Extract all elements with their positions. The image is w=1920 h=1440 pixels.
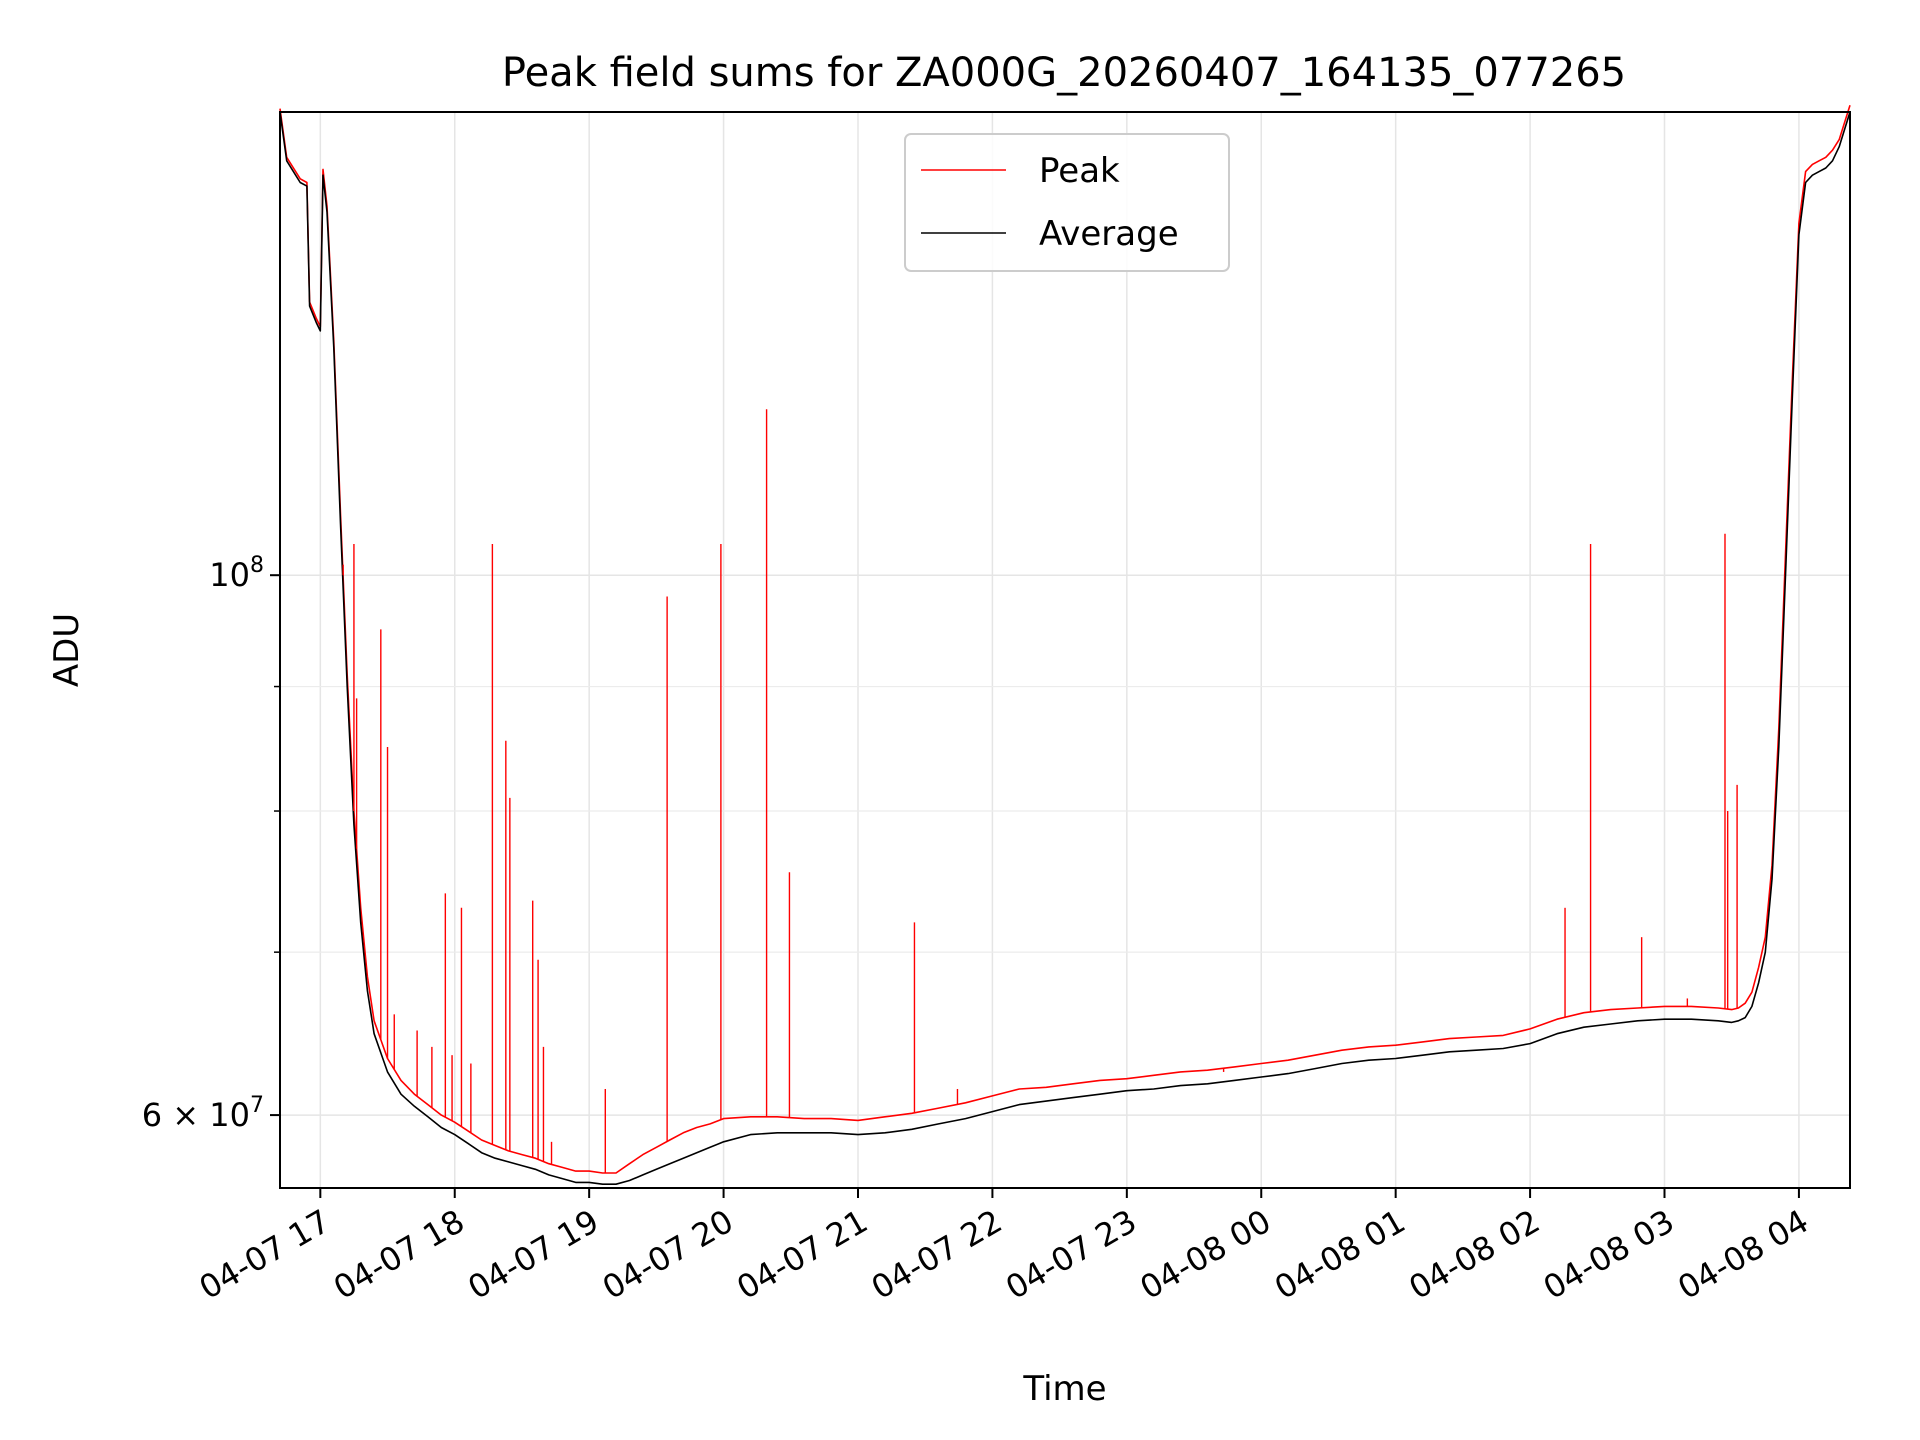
series-line-peak xyxy=(279,104,1851,1174)
chart-title: Peak field sums for ZA000G_20260407_1641… xyxy=(502,50,1626,96)
plot-frame xyxy=(279,111,1851,1189)
y-axis-label: ADU xyxy=(47,613,87,687)
series-line-average xyxy=(279,111,1851,1185)
legend-label-average: Average xyxy=(1039,214,1179,254)
series-layer xyxy=(279,104,1851,1185)
y-axis: 6 × 107 108 xyxy=(142,553,280,1134)
y-tick-label-1: 108 xyxy=(209,553,264,594)
legend-label-peak: Peak xyxy=(1039,151,1120,191)
y-tick-label-0: 6 × 107 xyxy=(142,1093,264,1134)
legend-box xyxy=(904,133,1230,272)
x-axis-label: Time xyxy=(1022,1369,1106,1409)
legend: Peak Average xyxy=(904,133,1230,272)
grid xyxy=(280,112,1850,1188)
